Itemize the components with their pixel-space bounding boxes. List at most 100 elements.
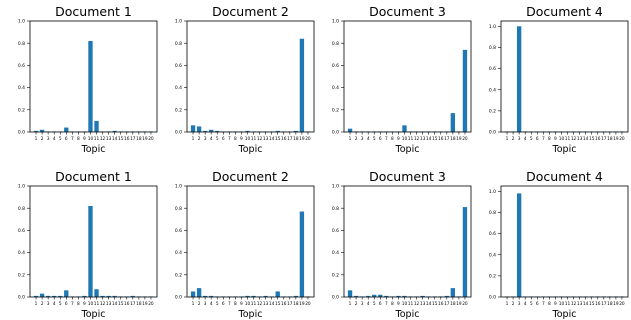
x-tick-label: 7 [228,136,231,142]
y-tick-label: 0.8 [18,41,25,47]
x-tick-label: 18 [607,136,613,142]
bar [293,295,299,297]
x-tick-label: 6 [65,301,68,307]
x-tick-label: 7 [542,136,545,142]
x-axis-label: Topic [238,144,263,155]
bar [196,126,202,132]
x-tick-label: 10 [88,301,94,307]
x-tick-label: 12 [257,301,263,307]
x-tick-label: 18 [450,301,456,307]
y-tick-label: 0.2 [175,107,182,113]
x-tick-label: 8 [234,301,237,307]
x-tick-label: 11 [565,301,571,307]
y-tick-label: 0.8 [489,210,496,216]
x-tick-label: 3 [518,136,521,142]
x-tick-label: 6 [222,301,225,307]
x-tick-label: 18 [136,136,142,142]
x-tick-label: 11 [408,136,414,142]
x-tick-label: 9 [554,301,557,307]
x-tick-label: 20 [148,136,154,142]
y-tick-label: 0.8 [175,206,182,212]
bar [245,130,250,132]
y-tick-label: 0.4 [175,250,182,256]
x-tick-label: 12 [257,136,263,142]
x-tick-label: 15 [275,301,281,307]
bar [372,294,377,297]
x-tick-label: 15 [432,301,438,307]
x-tick-label: 15 [275,136,281,142]
x-tick-label: 8 [548,136,551,142]
bar [88,40,93,133]
y-tick-label: 0.6 [332,228,339,234]
x-tick-label: 9 [240,301,243,307]
x-tick-label: 9 [83,136,86,142]
x-tick-label: 16 [281,301,287,307]
bar [450,113,456,132]
x-tick-label: 5 [373,136,376,142]
bar [209,129,214,132]
x-tick-label: 1 [349,301,352,307]
x-tick-label: 12 [414,301,420,307]
y-tick-label: 0.2 [332,272,339,278]
y-tick-label: 0.6 [18,228,25,234]
x-tick-label: 19 [456,136,462,142]
x-tick-label: 14 [426,136,432,142]
x-tick-label: 15 [432,136,438,142]
bar [366,295,371,297]
x-tick-label: 8 [234,136,237,142]
x-tick-label: 15 [589,301,595,307]
y-tick-label: 0.2 [18,107,25,113]
chart-5: Document 10.00.20.40.60.81.01 2 3 4 5 6 7 8 9 10 1… [18,169,158,320]
chart-3: Document 30.00.20.40.60.81.01 2 3 4 5 6 7 8 9 10 1… [332,4,472,155]
chart-title: Document 3 [369,169,446,184]
x-tick-label: 14 [112,301,118,307]
bar [462,49,468,132]
bar [202,295,208,297]
x-tick-label: 17 [287,136,293,142]
x-tick-label: 2 [512,136,515,142]
y-tick-label: 0.0 [18,295,25,301]
x-tick-label: 11 [94,301,100,307]
x-tick-label: 20 [305,301,311,307]
x-tick-label: 19 [142,301,148,307]
x-tick-label: 4 [53,301,56,307]
y-tick-label: 0.8 [332,206,339,212]
x-tick-label: 2 [198,301,201,307]
x-tick-label: 8 [77,301,80,307]
x-tick-label: 7 [385,301,388,307]
x-tick-label: 17 [444,301,450,307]
bar [45,295,51,297]
bar [215,130,220,132]
x-tick-label: 3 [204,136,207,142]
y-tick-label: 0.4 [489,252,496,258]
x-tick-label: 12 [414,136,420,142]
plot-frame [343,185,472,298]
chart-2: Document 20.00.20.40.60.81.01 2 3 4 5 6 7 8 9 10 1… [175,4,315,155]
x-tick-label: 19 [613,136,619,142]
y-tick-label: 0.2 [175,272,182,278]
x-tick-label: 5 [373,301,376,307]
x-tick-label: 6 [536,301,539,307]
y-tick-label: 0.4 [332,250,339,256]
x-tick-label: 5 [216,136,219,142]
plot-frame [29,20,158,133]
chart-title: Document 4 [526,169,603,184]
x-axis-label: Topic [552,144,577,155]
x-tick-label: 14 [583,301,589,307]
x-tick-label: 11 [565,136,571,142]
bar [58,295,63,297]
x-tick-label: 2 [41,301,44,307]
bar [293,130,299,132]
plot-frame [186,185,315,298]
x-tick-label: 15 [118,301,124,307]
x-tick-label: 10 [402,301,408,307]
x-tick-label: 8 [391,301,394,307]
y-tick-label: 0.4 [489,87,496,93]
chart-8: Document 40.00.20.40.60.81.01 2 3 4 5 6 7 8 9 10 1… [489,169,629,320]
y-tick-label: 0.6 [175,63,182,69]
x-tick-label: 14 [269,301,275,307]
x-tick-label: 13 [106,136,112,142]
x-tick-label: 7 [71,301,74,307]
x-tick-label: 18 [136,301,142,307]
x-tick-label: 4 [367,136,370,142]
